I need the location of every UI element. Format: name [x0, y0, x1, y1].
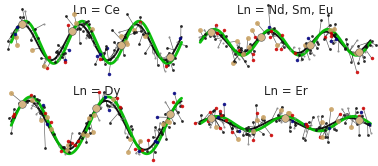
Text: Ln = Ce: Ln = Ce: [73, 4, 120, 17]
Text: Ln = Dy: Ln = Dy: [73, 85, 120, 98]
Text: Ln = Nd, Sm, Eu: Ln = Nd, Sm, Eu: [237, 4, 333, 17]
Text: Ln = Er: Ln = Er: [263, 85, 307, 98]
